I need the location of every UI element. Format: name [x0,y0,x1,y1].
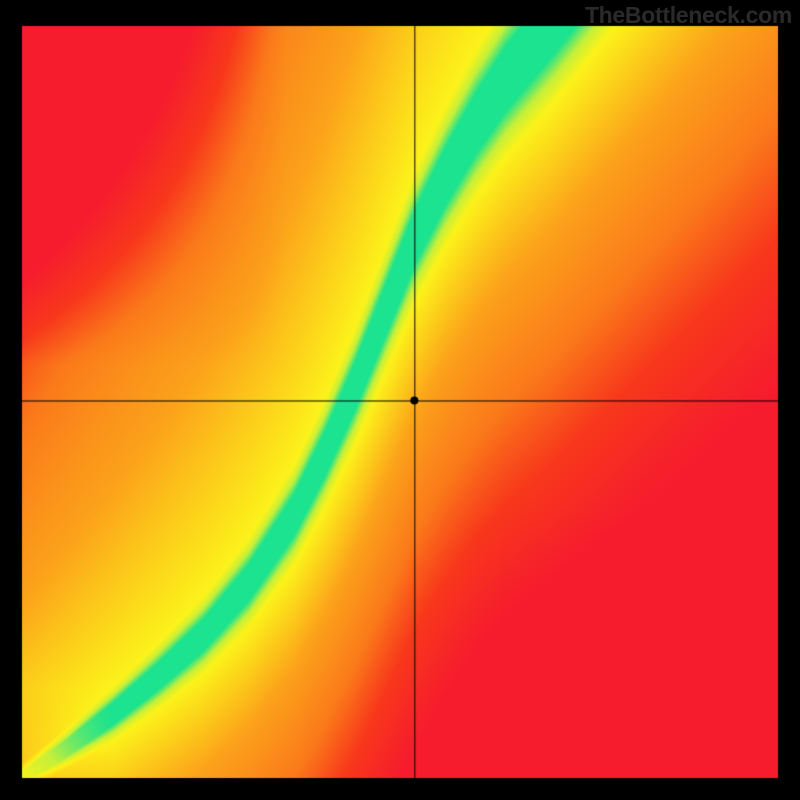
bottleneck-heatmap [0,0,800,800]
attribution-watermark: TheBottleneck.com [585,2,792,29]
chart-container: TheBottleneck.com [0,0,800,800]
